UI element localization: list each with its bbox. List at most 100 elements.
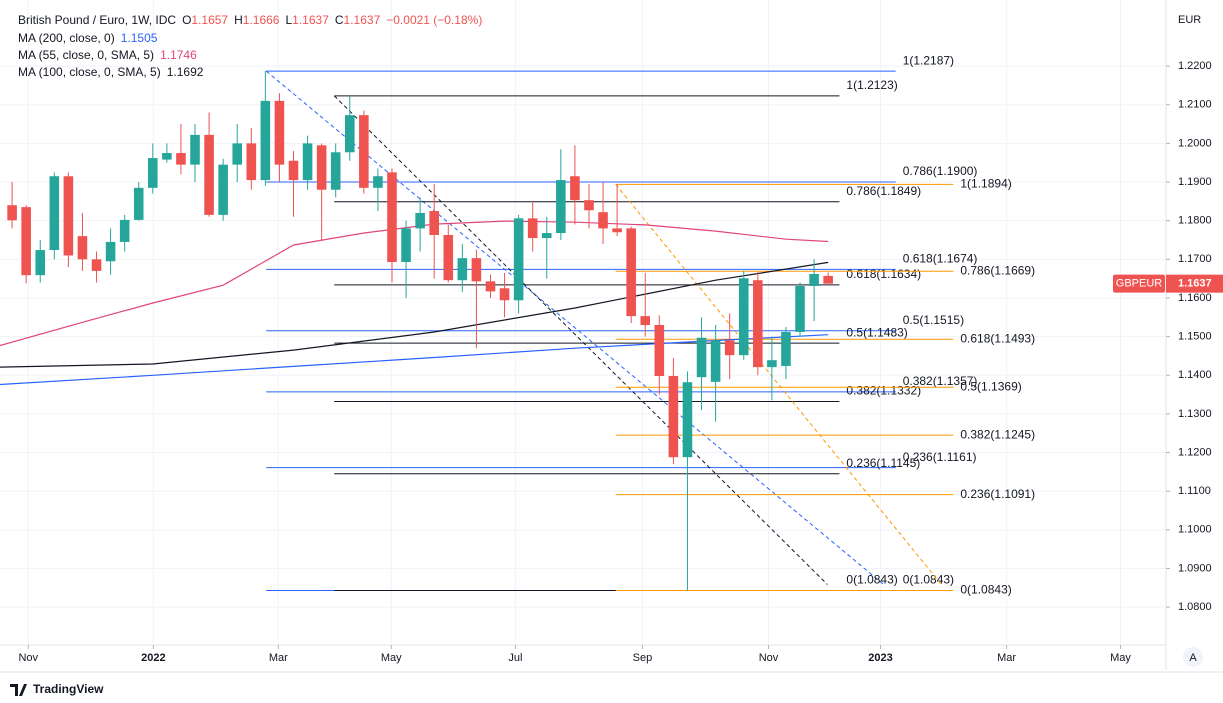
plot-area: 1(1.2187) 0.786(1.1900) 0.618(1.1674) 0.5(1… <box>0 0 1165 645</box>
candle-body <box>457 258 468 281</box>
candle-body <box>77 236 88 260</box>
candle-body <box>668 376 679 458</box>
candle-body <box>148 158 158 188</box>
y-tick-label: 1.2100 <box>1178 99 1212 111</box>
candle-body <box>21 207 31 276</box>
candle-body <box>316 145 327 190</box>
symbol-tag-label: GBPEUR <box>1116 278 1163 290</box>
y-tick-label: 1.1900 <box>1178 176 1212 188</box>
candle-body <box>204 134 214 215</box>
candle-body <box>162 153 172 160</box>
candle-body <box>429 211 439 235</box>
y-tick-label: 1.1500 <box>1178 331 1212 343</box>
auto-scale-label[interactable]: A <box>1189 652 1197 664</box>
quote-value: 1.1637 <box>292 13 329 27</box>
candle-body <box>570 176 580 201</box>
x-tick-label: May <box>1110 652 1131 664</box>
x-tick-label: 2022 <box>141 652 165 664</box>
fib-label: 0.236(1.1161) <box>903 450 977 464</box>
y-tick-label: 1.2000 <box>1178 137 1212 149</box>
candle-body <box>767 360 777 368</box>
legend-name: MA (55, close, 0, SMA, 5) <box>18 48 154 62</box>
candle-body <box>541 233 552 239</box>
candle-body <box>7 205 17 221</box>
fib-label: 0.786(1.1669) <box>960 263 1035 277</box>
candle-body <box>598 212 608 229</box>
legend-value: 1.1746 <box>160 48 197 62</box>
y-tick-label: 1.1700 <box>1178 253 1212 265</box>
candle-body <box>218 164 228 215</box>
candle-body <box>63 176 74 256</box>
y-tick-label: 1.1100 <box>1178 485 1211 497</box>
candle-body <box>809 273 819 286</box>
candles <box>7 71 833 591</box>
x-tick-label: Jul <box>508 652 522 664</box>
logo-icon <box>10 684 27 696</box>
fib-label: 0.5(1.1369) <box>960 379 1021 393</box>
symbol-name: British Pound / Euro, 1W, IDC <box>18 13 176 27</box>
x-tick-label: Sep <box>633 652 653 664</box>
y-tick-label: 1.0800 <box>1178 601 1212 613</box>
fib-label: 0.382(1.1245) <box>960 427 1035 441</box>
candle-body <box>724 340 735 356</box>
brand: TradingView <box>33 682 104 696</box>
fib-label: 1(1.2187) <box>903 53 954 67</box>
candle-body <box>260 100 271 181</box>
candle-body <box>823 275 833 284</box>
legend-value: 1.1692 <box>167 65 204 79</box>
candle-body <box>795 285 805 332</box>
fib-retracement: 1(1.2187) 0.786(1.1900) 0.618(1.1674) 0.5(1… <box>265 53 978 592</box>
candle-body <box>288 160 299 181</box>
candle-body <box>710 340 721 382</box>
fib-label: 0.236(1.1145) <box>846 456 920 470</box>
fib-label: 0.236(1.1091) <box>960 487 1035 501</box>
quote-key: H <box>234 13 243 27</box>
candle-body <box>443 234 454 281</box>
candle-body <box>49 176 60 251</box>
candle-body <box>119 219 130 242</box>
fib-label: 0(1.0843) <box>960 583 1011 597</box>
auto-scale-button[interactable] <box>1183 647 1203 667</box>
quote-key: O <box>182 13 191 27</box>
candle-body <box>654 325 665 377</box>
candle-body <box>91 259 102 271</box>
y-tick-label: 1.1400 <box>1178 369 1212 381</box>
price-tag-label: 1.1637 <box>1178 278 1212 290</box>
legend-entry: MA (200, close, 0) 1.1505 <box>18 31 158 45</box>
candle-body <box>696 337 707 378</box>
candle-body <box>527 218 538 239</box>
price-tag <box>1166 274 1223 293</box>
legend-name: MA (100, close, 0, SMA, 5) <box>18 65 161 79</box>
candle-body <box>753 280 763 368</box>
symbol-header: British Pound / Euro, 1W, IDC O1.1657 H1.1… <box>18 13 482 27</box>
candle-body <box>626 228 636 317</box>
x-tick-label: May <box>381 652 402 664</box>
candle-body <box>105 241 116 262</box>
candle-body <box>359 115 369 188</box>
fib-label: 1(1.1894) <box>960 177 1011 191</box>
fib-label: 0.786(1.1849) <box>846 184 921 198</box>
candle-body <box>302 143 313 181</box>
candle-body <box>176 153 186 165</box>
quote-key: C <box>335 13 344 27</box>
y-tick-label: 1.1600 <box>1178 292 1212 304</box>
fib-label: 0.382(1.1357) <box>903 374 978 388</box>
candle-body <box>640 316 651 326</box>
fib-label: 0.5(1.1483) <box>846 325 907 339</box>
legend-name: MA (200, close, 0) <box>18 31 115 45</box>
candle-body <box>485 281 496 292</box>
candle-body <box>781 331 791 366</box>
fib-trend-line <box>333 95 828 585</box>
candle-body <box>387 172 397 263</box>
quote-change: −0.0021 (−0.18%) <box>386 13 482 27</box>
fib-label: 0.618(1.1493) <box>960 331 1035 345</box>
legend-entry: MA (100, close, 0, SMA, 5) 1.1692 <box>18 65 204 79</box>
fib-label: 0.786(1.1900) <box>903 164 978 178</box>
x-tick-label: Nov <box>18 652 38 664</box>
fib-label: 1(1.2123) <box>846 78 897 92</box>
fib-label: 0(1.0843) <box>846 573 897 587</box>
y-tick-label: 1.1000 <box>1178 524 1212 536</box>
fib-retracement: 1(1.1894) 0.786(1.1669) 0.618(1.1493) 0.5(1… <box>615 177 1035 597</box>
moving-average-line <box>0 261 829 368</box>
candle-body <box>471 258 482 282</box>
